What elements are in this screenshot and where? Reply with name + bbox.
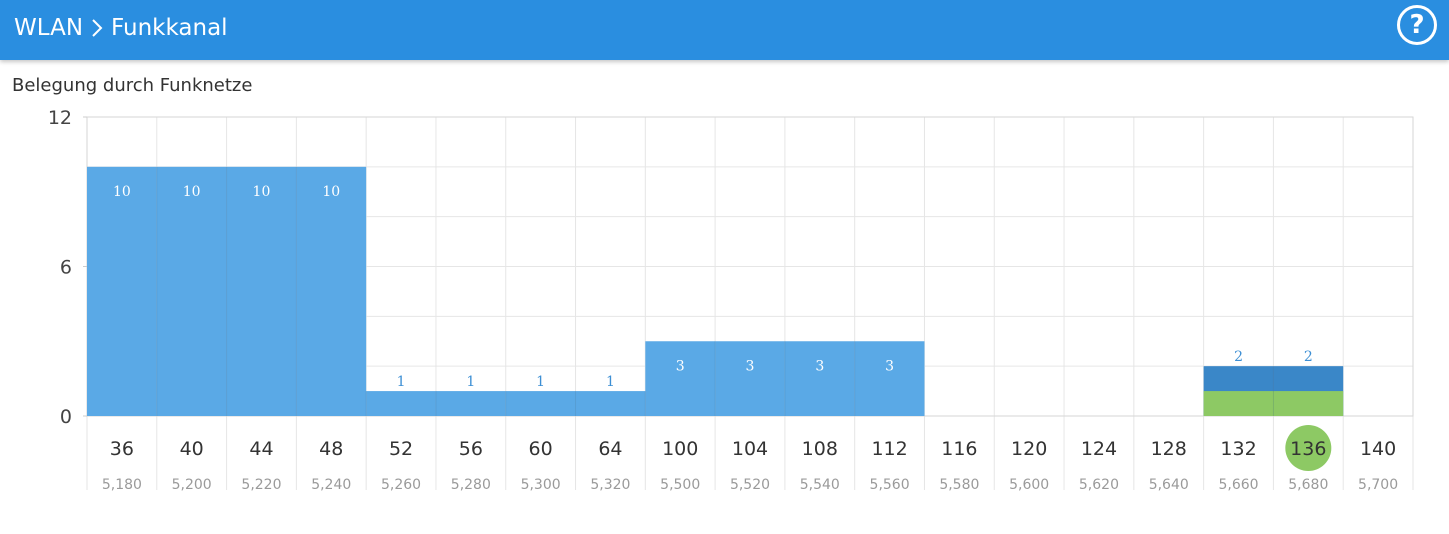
chart-title: Belegung durch Funknetze xyxy=(12,75,253,96)
x-tick-label: 44 xyxy=(249,438,273,460)
y-tick-label: 12 xyxy=(48,107,72,129)
x-tick-label: 104 xyxy=(732,438,768,460)
frequency-label: 5,640 xyxy=(1149,477,1189,493)
frequency-label: 5,180 xyxy=(102,477,142,493)
bar-own-network xyxy=(1203,391,1274,416)
y-tick-label: 6 xyxy=(60,257,72,279)
data-label: 2 xyxy=(1234,349,1243,365)
data-label: 1 xyxy=(397,374,406,390)
frequency-label: 5,660 xyxy=(1218,477,1258,493)
bar xyxy=(226,166,297,416)
data-label: 10 xyxy=(113,184,131,200)
help-icon[interactable]: ? xyxy=(1397,5,1437,45)
breadcrumb-current: Funkkanal xyxy=(111,15,228,41)
data-label: 3 xyxy=(885,358,894,374)
frequency-label: 5,260 xyxy=(381,477,421,493)
x-tick-label: 112 xyxy=(871,438,907,460)
frequency-label: 5,220 xyxy=(241,477,281,493)
data-label: 3 xyxy=(746,358,755,374)
selected-channel-marker xyxy=(1285,425,1332,471)
frequency-label: 5,240 xyxy=(311,477,351,493)
frequency-label: 5,600 xyxy=(1009,477,1049,493)
x-tick-label: 100 xyxy=(662,438,698,460)
x-tick-label: 124 xyxy=(1081,438,1117,460)
x-tick-label: 60 xyxy=(529,438,553,460)
x-tick-label: 108 xyxy=(802,438,838,460)
x-tick-label: 128 xyxy=(1151,438,1187,460)
frequency-label: 5,200 xyxy=(172,477,212,493)
x-tick-label: 48 xyxy=(319,438,343,460)
frequency-label: 5,560 xyxy=(870,477,910,493)
bar xyxy=(156,166,227,416)
x-tick-label: 120 xyxy=(1011,438,1047,460)
bar xyxy=(296,166,367,416)
x-tick-label: 140 xyxy=(1360,438,1396,460)
bar xyxy=(784,341,855,416)
frequency-label: 5,320 xyxy=(590,477,630,493)
bar xyxy=(366,391,436,416)
data-label: 1 xyxy=(606,374,615,390)
x-tick-label: 36 xyxy=(110,438,134,460)
frequency-label: 5,700 xyxy=(1358,477,1398,493)
breadcrumb-wlan[interactable]: WLAN xyxy=(14,15,84,41)
data-label: 1 xyxy=(536,374,545,390)
frequency-label: 5,580 xyxy=(939,477,979,493)
frequency-label: 5,520 xyxy=(730,477,770,493)
data-label: 3 xyxy=(815,358,824,374)
bar-own-network xyxy=(1273,391,1344,416)
header-bar: WLAN Funkkanal ? xyxy=(0,0,1449,60)
data-label: 10 xyxy=(253,184,271,200)
bar xyxy=(854,341,925,416)
frequency-label: 5,280 xyxy=(451,477,491,493)
bar xyxy=(715,341,785,416)
data-label: 10 xyxy=(322,184,340,200)
x-tick-label: 64 xyxy=(598,438,622,460)
data-label: 3 xyxy=(676,358,685,374)
bar xyxy=(575,391,646,416)
frequency-label: 5,500 xyxy=(660,477,700,493)
x-tick-label: 40 xyxy=(180,438,204,460)
bar xyxy=(505,391,576,416)
x-tick-label: 116 xyxy=(941,438,977,460)
y-tick-label: 0 xyxy=(60,406,72,428)
chevron-right-icon xyxy=(92,19,103,37)
data-label: 2 xyxy=(1304,349,1313,365)
frequency-label: 5,620 xyxy=(1079,477,1119,493)
frequency-label: 5,680 xyxy=(1288,477,1328,493)
bar xyxy=(645,341,716,416)
bar xyxy=(87,166,157,416)
frequency-label: 5,540 xyxy=(800,477,840,493)
data-label: 10 xyxy=(183,184,201,200)
bar xyxy=(435,391,506,416)
frequency-label: 5,300 xyxy=(521,477,561,493)
x-tick-label: 132 xyxy=(1220,438,1256,460)
breadcrumb: WLAN Funkkanal xyxy=(14,10,228,46)
x-tick-label: 52 xyxy=(389,438,413,460)
x-tick-label: 56 xyxy=(459,438,483,460)
x-tick-label: 136 xyxy=(1290,438,1326,460)
data-label: 1 xyxy=(466,374,475,390)
